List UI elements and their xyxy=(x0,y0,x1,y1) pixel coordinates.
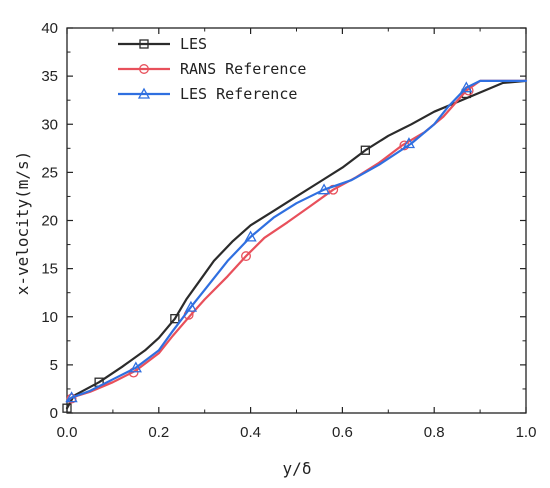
data-marker-triangle xyxy=(460,81,473,93)
y-tick-label: 20 xyxy=(41,213,58,230)
x-tick-label: 0.2 xyxy=(148,424,169,441)
y-tick-label: 35 xyxy=(41,68,58,85)
y-axis-label: x-velocity(m/s) xyxy=(13,151,32,296)
data-marker-triangle xyxy=(317,183,331,195)
y-tick-label: 15 xyxy=(41,261,58,278)
x-tick-label: 1.0 xyxy=(516,424,537,441)
data-marker-triangle xyxy=(129,361,142,373)
x-axis-label: y/δ xyxy=(283,459,312,478)
series-les xyxy=(62,79,528,413)
data-marker-circle xyxy=(241,251,251,262)
y-tick-label: 30 xyxy=(41,116,58,133)
y-axis-ticks: 0 5 10 15 20 25 30 35 40 xyxy=(41,20,526,422)
data-marker-circle xyxy=(139,64,149,74)
x-axis-ticks: 0.0 0.2 0.4 0.6 0.8 1.0 xyxy=(57,28,537,441)
legend-item: LES Reference xyxy=(118,85,297,103)
series-les-reference xyxy=(65,79,528,403)
legend-item: RANS Reference xyxy=(118,60,306,78)
data-marker-triangle xyxy=(65,391,78,403)
legend-label: RANS Reference xyxy=(180,60,306,78)
series-line xyxy=(65,79,528,403)
x-tick-label: 0.8 xyxy=(424,424,445,441)
series-line xyxy=(65,79,528,403)
legend-label: LES xyxy=(180,35,207,53)
y-tick-label: 40 xyxy=(41,20,58,37)
legend-item: LES xyxy=(118,35,207,53)
x-tick-label: 0.0 xyxy=(57,424,78,441)
data-marker-triangle xyxy=(402,137,416,149)
data-marker-square xyxy=(170,314,180,324)
series-layer xyxy=(62,79,528,413)
y-tick-label: 5 xyxy=(50,357,58,374)
series-line xyxy=(65,79,528,410)
data-marker-triangle xyxy=(244,230,257,242)
x-tick-label: 0.4 xyxy=(240,424,261,441)
data-marker-square xyxy=(139,39,149,49)
data-marker-square xyxy=(62,403,72,413)
y-tick-label: 10 xyxy=(41,309,58,326)
series-rans-reference xyxy=(65,79,528,404)
data-marker-triangle xyxy=(137,87,151,99)
y-tick-label: 0 xyxy=(50,405,58,422)
data-marker-triangle xyxy=(184,300,198,312)
legend: LES RANS Reference LES Reference xyxy=(118,35,306,103)
data-marker-square xyxy=(360,145,371,155)
data-marker-circle xyxy=(66,393,77,404)
legend-label: LES Reference xyxy=(180,85,297,103)
y-tick-label: 25 xyxy=(41,164,58,181)
x-tick-label: 0.6 xyxy=(332,424,353,441)
